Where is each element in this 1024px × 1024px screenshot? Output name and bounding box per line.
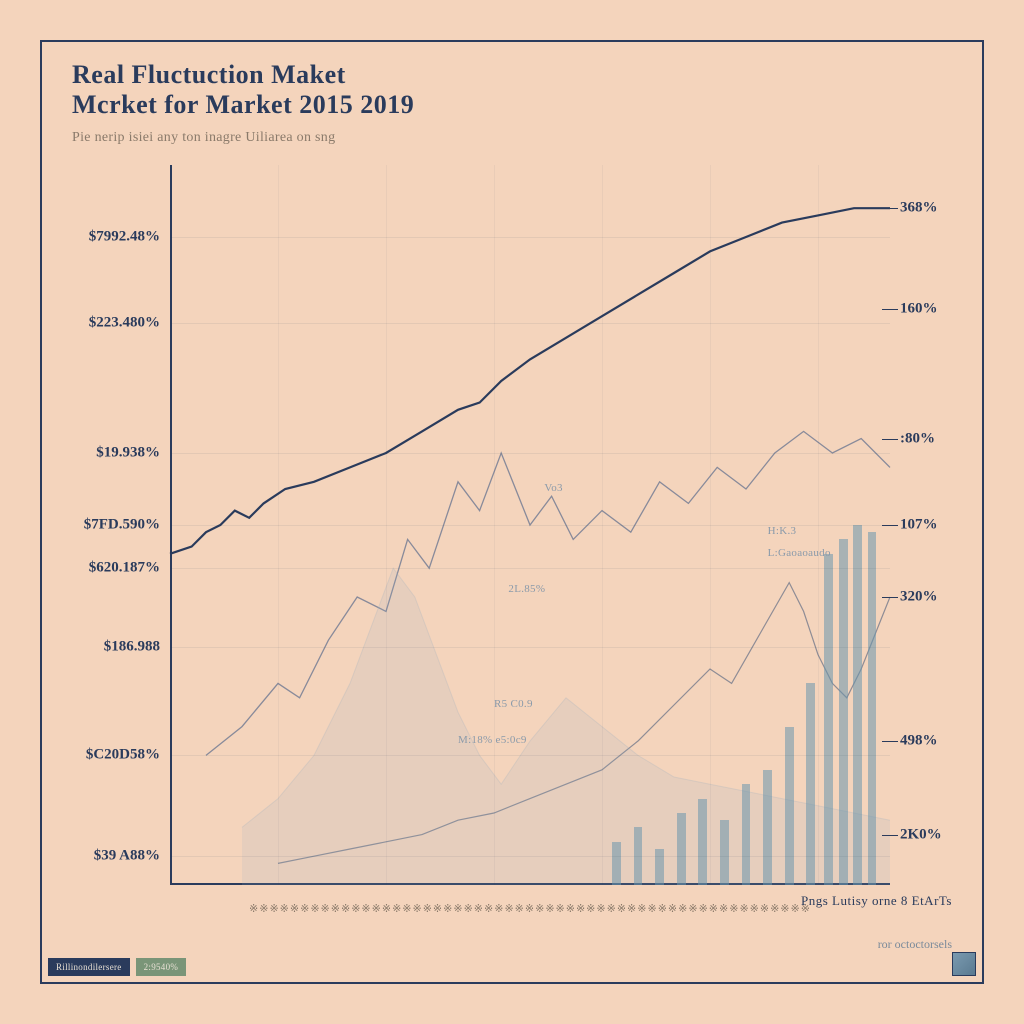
bar	[677, 813, 686, 885]
y-tick-right: 368%	[900, 200, 1000, 217]
y-tick-left: $19.938%	[40, 445, 160, 462]
y-tick-right: 107%	[900, 517, 1000, 534]
y-tick-left: $39 A88%	[40, 848, 160, 865]
footer-badge: 2:9540%	[136, 958, 187, 976]
bar	[763, 770, 772, 885]
bar	[720, 820, 729, 885]
right-tick-mark	[882, 835, 898, 836]
y-tick-left: $620.187%	[40, 560, 160, 577]
right-tick-mark	[882, 597, 898, 598]
right-tick-mark	[882, 309, 898, 310]
bar	[612, 842, 621, 885]
gridline-v	[710, 165, 711, 885]
title-block: Real Fluctuction Maket Mcrket for Market…	[72, 60, 414, 146]
right-tick-mark	[882, 439, 898, 440]
footer-right: Pngs Lutisy orne 8 EtArTs ror octoctorse…	[801, 893, 952, 952]
bar	[806, 683, 815, 885]
y-tick-right: 320%	[900, 589, 1000, 606]
y-tick-right: :80%	[900, 430, 1000, 447]
bar	[698, 799, 707, 885]
y-tick-right: 2K0%	[900, 826, 1000, 843]
chart-annotation: Vo3	[544, 482, 562, 494]
gridline-v	[386, 165, 387, 885]
right-tick-mark	[882, 525, 898, 526]
chart-annotation: M:18% e5:0c9	[458, 734, 527, 746]
bar	[785, 727, 794, 885]
bar	[839, 539, 848, 885]
bar	[655, 849, 664, 885]
y-tick-left: $7FD.590%	[40, 517, 160, 534]
title-line-1: Real Fluctuction Maket	[72, 60, 414, 90]
subtitle: Pie nerip isiei any ton inagre Uiliarea …	[72, 130, 414, 146]
gridline-v	[278, 165, 279, 885]
footer-caption-1: Pngs Lutisy orne 8 EtArTs	[801, 893, 952, 909]
bar	[824, 554, 833, 885]
title-line-2: Mcrket for Market 2015 2019	[72, 90, 414, 120]
chart-annotation: R5 C0.9	[494, 698, 533, 710]
right-tick-mark	[882, 208, 898, 209]
footer-caption-2: ror octoctorsels	[801, 937, 952, 952]
right-tick-mark	[882, 741, 898, 742]
chart-annotation: H:K.3	[768, 525, 797, 537]
bar	[742, 784, 751, 885]
chart-annotation: 2L.85%	[508, 583, 545, 595]
footer-badge: Rillinondilersere	[48, 958, 130, 976]
y-tick-right: 160%	[900, 301, 1000, 318]
chart-annotation: L:Gaoaoaudo	[768, 547, 831, 559]
x-axis-caption: ※※※※※※※※※※※※※※※※※※※※※※※※※※※※※※※※※※※※※※※※…	[249, 902, 811, 915]
y-tick-left: $7992.48%	[40, 229, 160, 246]
y-tick-left: $C20D58%	[40, 747, 160, 764]
bar	[853, 525, 862, 885]
plot-area: ※※※※※※※※※※※※※※※※※※※※※※※※※※※※※※※※※※※※※※※※…	[170, 165, 890, 885]
y-tick-left: $186.988	[40, 639, 160, 656]
y-tick-right: 498%	[900, 733, 1000, 750]
y-tick-left: $223.480%	[40, 315, 160, 332]
gridline-v	[818, 165, 819, 885]
gridline-v	[494, 165, 495, 885]
gridline-v	[602, 165, 603, 885]
logo-icon	[952, 952, 976, 976]
bar	[868, 532, 877, 885]
footer-left-badges: Rillinondilersere 2:9540%	[48, 958, 186, 976]
